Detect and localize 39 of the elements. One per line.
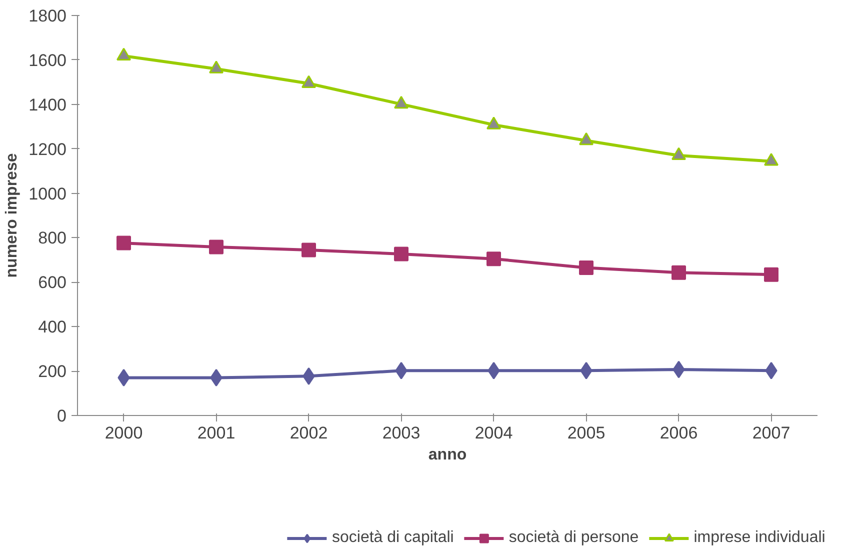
point	[672, 265, 686, 280]
y-tick-label: 1200	[28, 140, 67, 159]
legend-label: società di capitali	[332, 529, 454, 547]
point	[116, 236, 131, 250]
y-tick-label: 1400	[28, 95, 67, 114]
y-axis-title: numero imprese	[4, 153, 21, 278]
point	[486, 252, 501, 266]
y-tick-label: 1800	[28, 6, 67, 26]
x-tick-label: 2006	[660, 424, 698, 442]
point	[764, 153, 778, 166]
y-tick-label: 400	[38, 318, 67, 337]
y-tick-label: 200	[38, 362, 67, 382]
legend-label: imprese individuali	[694, 529, 826, 547]
point	[394, 96, 408, 109]
y-tick-label: 0	[57, 406, 67, 426]
x-tick-label: 2005	[567, 424, 606, 442]
point	[486, 116, 501, 130]
point	[302, 75, 316, 88]
x-tick-label: 2003	[382, 424, 420, 442]
x-tick-label: 2004	[474, 424, 513, 442]
point	[209, 60, 224, 74]
y-tick-label: 800	[38, 228, 67, 248]
point	[764, 267, 778, 282]
point	[579, 132, 594, 146]
x-tick-label: 2001	[197, 424, 236, 442]
x-tick-label: 2002	[290, 424, 328, 442]
point	[579, 260, 594, 275]
x-axis-title: anno	[428, 446, 467, 464]
x-tick-label: 2007	[752, 424, 790, 442]
y-tick-label: 1000	[28, 184, 67, 204]
point	[116, 48, 131, 60]
point	[672, 147, 686, 160]
point	[209, 240, 224, 254]
x-tick-label: 2000	[104, 424, 143, 442]
point	[394, 246, 408, 262]
point	[302, 242, 316, 258]
legend-label: società di persone	[508, 529, 639, 547]
y-tick-label: 1600	[28, 50, 67, 70]
y-tick-label: 600	[38, 273, 67, 292]
